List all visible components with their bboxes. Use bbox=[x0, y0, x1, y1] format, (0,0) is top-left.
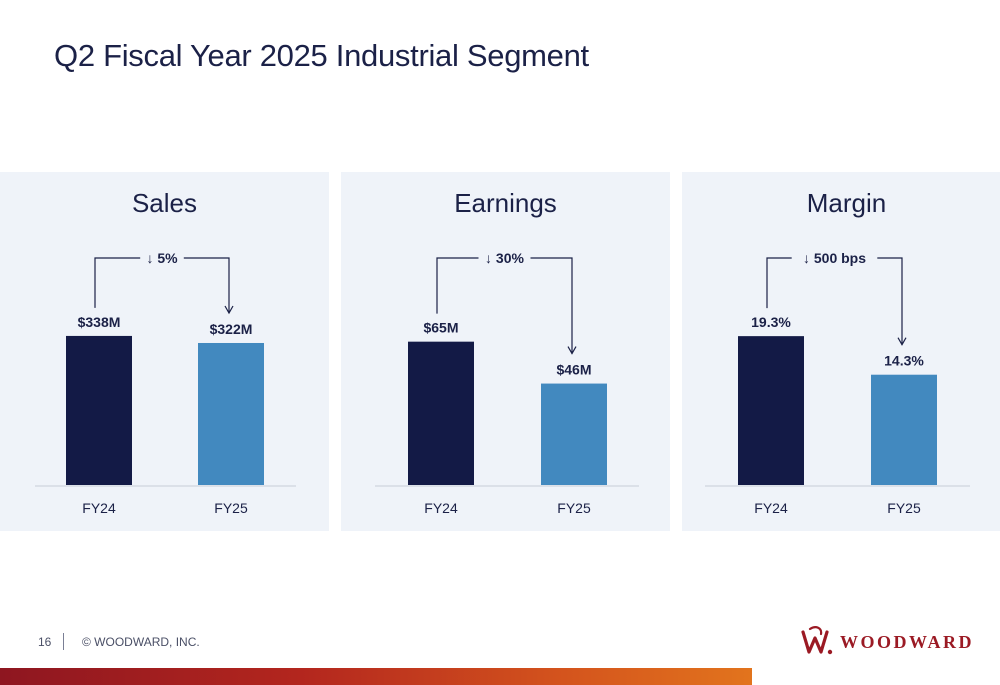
data-label-fy24: 19.3% bbox=[751, 314, 791, 330]
x-tick-label-fy24: FY24 bbox=[424, 500, 458, 516]
sales-chart-title: Sales bbox=[131, 188, 198, 218]
data-label-fy25: 14.3% bbox=[884, 353, 924, 369]
copyright-text: © WOODWARD, INC. bbox=[82, 635, 200, 649]
x-tick-label-fy24: FY24 bbox=[754, 500, 788, 516]
margin-chart: 19.3% FY24 14.3% FY25 ↓ 500 bps bbox=[705, 250, 970, 516]
sales-chart-panel: Sales $338M FY24 $322M FY25 ↓ 5% bbox=[0, 172, 329, 531]
bar-fy24 bbox=[738, 336, 804, 485]
bar-fy25 bbox=[541, 383, 607, 485]
earnings-chart-panel: Earnings $65M FY24 $46M FY25 ↓ 30% bbox=[341, 172, 670, 531]
change-bracket-left bbox=[94, 257, 141, 308]
earnings-chart: $65M FY24 $46M FY25 ↓ 30% bbox=[375, 250, 639, 516]
x-tick-label-fy25: FY25 bbox=[887, 500, 921, 516]
page-number: 16 bbox=[38, 635, 52, 649]
change-arrowhead bbox=[567, 346, 577, 355]
footer-divider bbox=[63, 633, 64, 650]
change-bracket-left bbox=[436, 257, 479, 314]
page-title: Q2 Fiscal Year 2025 Industrial Segment bbox=[54, 38, 589, 73]
sales-chart: $338M FY24 $322M FY25 ↓ 5% bbox=[35, 250, 296, 516]
data-label-fy24: $338M bbox=[78, 314, 121, 330]
logo-wordmark: WOODWARD bbox=[840, 631, 975, 652]
change-bracket-right bbox=[183, 257, 230, 313]
data-label-fy25: $322M bbox=[210, 321, 253, 337]
x-tick-label-fy24: FY24 bbox=[82, 500, 116, 516]
change-bracket-right bbox=[877, 257, 903, 345]
change-label: ↓ 30% bbox=[485, 250, 524, 266]
bar-fy25 bbox=[198, 342, 264, 485]
data-label-fy25: $46M bbox=[556, 362, 591, 378]
change-label: ↓ 5% bbox=[146, 250, 178, 266]
change-arrowhead bbox=[224, 305, 234, 315]
data-label-fy24: $65M bbox=[423, 320, 458, 336]
brand-color-bar bbox=[0, 668, 752, 685]
x-tick-label-fy25: FY25 bbox=[214, 500, 248, 516]
change-label: ↓ 500 bps bbox=[803, 250, 866, 266]
margin-chart-panel: Margin 19.3% FY24 14.3% FY25 ↓ 500 bps bbox=[682, 172, 1000, 531]
margin-chart-title: Margin bbox=[806, 188, 887, 218]
bar-fy24 bbox=[408, 341, 474, 485]
woodward-logo: WOODWARD bbox=[800, 626, 974, 658]
x-tick-label-fy25: FY25 bbox=[557, 500, 591, 516]
earnings-chart-title: Earnings bbox=[454, 188, 557, 218]
woodward-logo-icon bbox=[801, 626, 833, 655]
change-bracket-left bbox=[766, 257, 792, 309]
bar-fy24 bbox=[66, 335, 132, 485]
change-arrowhead bbox=[897, 337, 907, 346]
change-bracket-right bbox=[530, 257, 573, 354]
bar-fy25 bbox=[871, 374, 937, 485]
